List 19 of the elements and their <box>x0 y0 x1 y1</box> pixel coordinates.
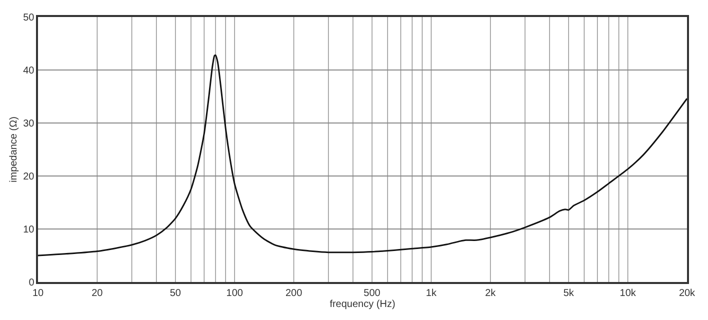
y-tick-label: 20 <box>23 172 35 182</box>
x-tick-label: 1k <box>426 288 438 299</box>
x-tick-label: 20k <box>678 288 696 299</box>
x-tick-label: 50 <box>170 288 182 299</box>
x-tick-label: 5k <box>563 288 575 299</box>
y-tick-label: 50 <box>23 12 35 24</box>
y-tick-label: 10 <box>23 224 35 236</box>
x-tick-label: 10 <box>32 288 44 299</box>
x-tick-label: 500 <box>364 288 381 299</box>
y-tick-label: 30 <box>23 118 35 130</box>
y-tick-label: 0 <box>28 278 35 288</box>
y-tick-label: 40 <box>23 66 35 76</box>
x-axis-title: frequency (Hz) <box>330 298 396 310</box>
x-tick-label: 200 <box>285 288 303 299</box>
x-tick-label: 2k <box>485 288 497 299</box>
y-axis-title: impedance (Ω) <box>8 116 20 182</box>
x-tick-label: 10k <box>620 288 637 299</box>
x-tick-label: 100 <box>226 288 244 299</box>
x-tick-label: 20 <box>92 288 104 299</box>
